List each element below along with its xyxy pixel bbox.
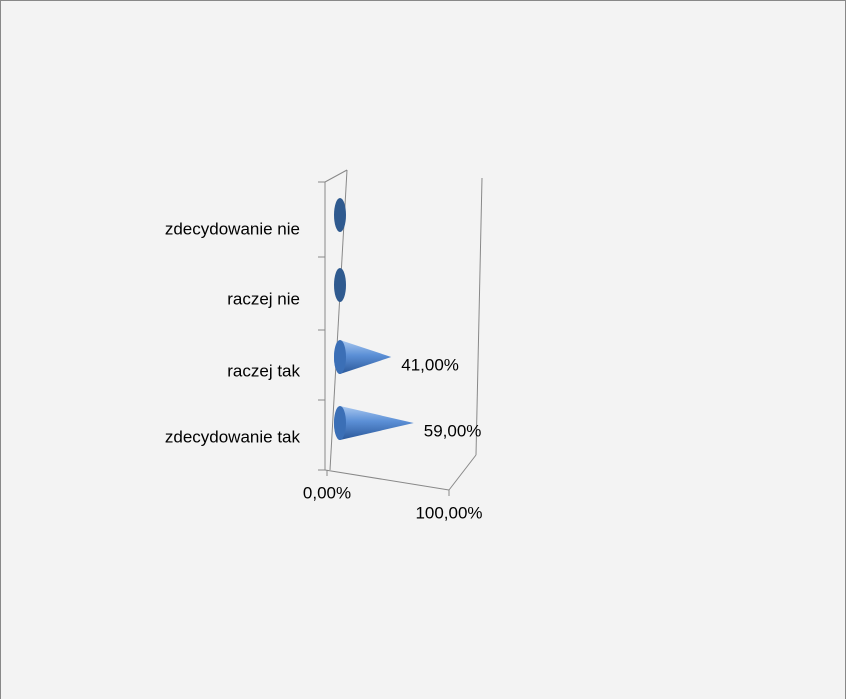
value-label: 59,00%	[424, 421, 482, 440]
value-label: 41,00%	[401, 355, 459, 374]
cone	[334, 340, 392, 374]
cone-base	[334, 406, 346, 440]
category-label: raczej nie	[227, 289, 300, 308]
category-label: zdecydowanie nie	[165, 219, 300, 238]
category-label: raczej tak	[227, 361, 300, 380]
x-tick-label: 100,00%	[415, 503, 482, 522]
cone	[334, 198, 346, 232]
category-label: zdecydowanie tak	[165, 427, 301, 446]
cone	[334, 268, 346, 302]
cone-base	[334, 340, 346, 374]
cone	[334, 406, 414, 440]
x-tick-label: 0,00%	[303, 483, 351, 502]
